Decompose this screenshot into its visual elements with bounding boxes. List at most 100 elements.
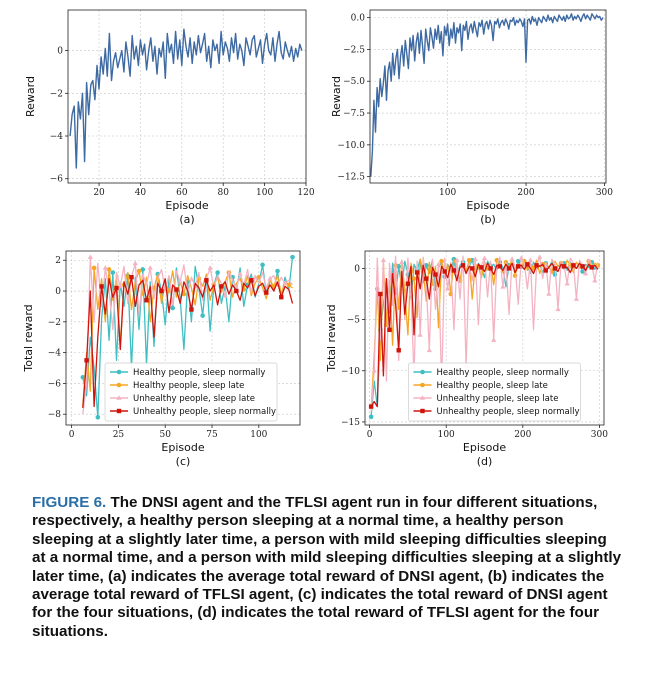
data-point [264, 290, 269, 295]
data-point [286, 282, 292, 288]
legend-marker [116, 408, 122, 414]
data-point [368, 414, 374, 420]
data-point [460, 263, 466, 268]
data-point [411, 276, 417, 281]
legend-marker [116, 369, 122, 375]
data-point [527, 257, 534, 263]
data-point [181, 291, 187, 297]
data-point [442, 269, 447, 274]
x-axis-label: Episode [161, 441, 204, 454]
x-axis-label: Episode [165, 199, 208, 212]
data-point [110, 270, 116, 275]
series-line-1 [69, 28, 303, 169]
data-point [583, 270, 589, 276]
y-tick-label: −10.0 [337, 141, 365, 151]
data-point [525, 262, 530, 267]
data-point [414, 270, 420, 275]
data-point [417, 332, 423, 337]
axes-frame [67, 9, 307, 184]
legend-marker [116, 382, 122, 388]
data-point [580, 264, 585, 269]
y-tick-label: −4 [48, 349, 62, 359]
data-point [516, 264, 521, 269]
series-markers-3 [371, 254, 598, 373]
legend-marker [116, 395, 122, 400]
y-tick-label: −12.5 [337, 173, 365, 183]
y-tick-label: 2 [55, 256, 61, 266]
data-point [399, 259, 405, 265]
legend-marker [420, 369, 425, 375]
series-line-1 [370, 13, 604, 177]
data-point [470, 266, 475, 271]
data-point [84, 358, 89, 363]
x-tick-label: 120 [297, 188, 314, 198]
data-point [564, 280, 570, 286]
data-point [445, 286, 451, 291]
figure-number: FIGURE 6. [32, 494, 107, 511]
x-tick-label: 300 [596, 188, 613, 198]
legend-box [104, 362, 278, 422]
data-point [506, 266, 512, 271]
data-point [99, 284, 104, 289]
data-point [204, 278, 209, 283]
series-line-4 [370, 262, 599, 408]
data-point [571, 263, 576, 268]
chart-panel-a: 20 40 60 80 100 120 −6 −4 −2 0 Episode Reward (a) [0, 0, 325, 240]
series-line-4 [82, 276, 294, 409]
chart-b: 100 200 300 −12.5 −10.0 −7.5 −5.0 −2.5 0.0 Episod… [330, 9, 613, 226]
data-point [147, 265, 153, 270]
y-tick-label: −7.5 [343, 109, 365, 119]
x-tick-label: 200 [517, 188, 534, 198]
x-tick-label: 100 [439, 188, 456, 198]
y-tick-label: −15 [341, 418, 360, 428]
x-tick-label: 100 [250, 430, 267, 440]
legend-entry-2: Healthy people, sleep late [437, 381, 548, 391]
data-point [91, 265, 97, 271]
legend-marker [419, 395, 426, 400]
plot-area [80, 254, 295, 420]
data-point [177, 278, 183, 284]
x-tick-label: 60 [176, 188, 188, 198]
data-point [515, 258, 521, 264]
y-tick-label: −2 [48, 318, 61, 328]
legend-entry-3: Unhealthy people, sleep late [437, 394, 559, 404]
x-tick-label: 300 [591, 430, 608, 440]
grid [370, 10, 606, 183]
data-point [555, 306, 561, 312]
data-point [282, 280, 288, 286]
chart-c: 0 25 50 75 100 −8 −6 −4 −2 0 2 Episode Total reward (… [22, 250, 301, 468]
chart-a: 20 40 60 80 100 120 −6 −4 −2 0 Episode Reward (a) [24, 9, 315, 226]
y-tick-label: 0 [354, 264, 360, 274]
legend-entry-2: Healthy people, sleep late [133, 381, 244, 391]
series-markers-3 [87, 254, 288, 298]
data-point [237, 271, 243, 276]
data-point [136, 268, 142, 274]
chart-panel-b: 100 200 300 −12.5 −10.0 −7.5 −5.0 −2.5 0.0 Episod… [325, 0, 651, 240]
data-point [371, 367, 377, 373]
y-tick-label: −2 [50, 89, 63, 99]
chart-d: 0 100 200 300 −15 −10 −5 0 Episode Total reward (d… [325, 250, 608, 468]
data-point [207, 265, 213, 270]
y-axis-label: Total reward [325, 304, 338, 372]
series-markers-4 [368, 262, 594, 409]
data-point [87, 254, 93, 259]
data-point [166, 288, 172, 294]
legend-entry-3: Unhealthy people, sleep late [133, 394, 255, 404]
legend-box [408, 362, 581, 422]
y-axis-label: Reward [24, 76, 37, 117]
plot-area [69, 28, 303, 169]
data-point [466, 257, 472, 263]
data-point [534, 263, 539, 268]
legend-marker [420, 408, 425, 414]
data-point [435, 261, 442, 267]
data-point [170, 305, 176, 311]
data-point [454, 257, 460, 263]
legend-entry-4: Unhealthy people, sleep normally [133, 407, 276, 417]
y-tick-label: −5 [347, 316, 361, 326]
x-axis-label: Episode [466, 199, 509, 212]
y-tick-label: −2.5 [343, 45, 365, 55]
data-point [580, 269, 585, 274]
y-axis-label: Total reward [22, 304, 35, 372]
data-point [117, 283, 123, 289]
panel-label: (a) [179, 213, 194, 226]
